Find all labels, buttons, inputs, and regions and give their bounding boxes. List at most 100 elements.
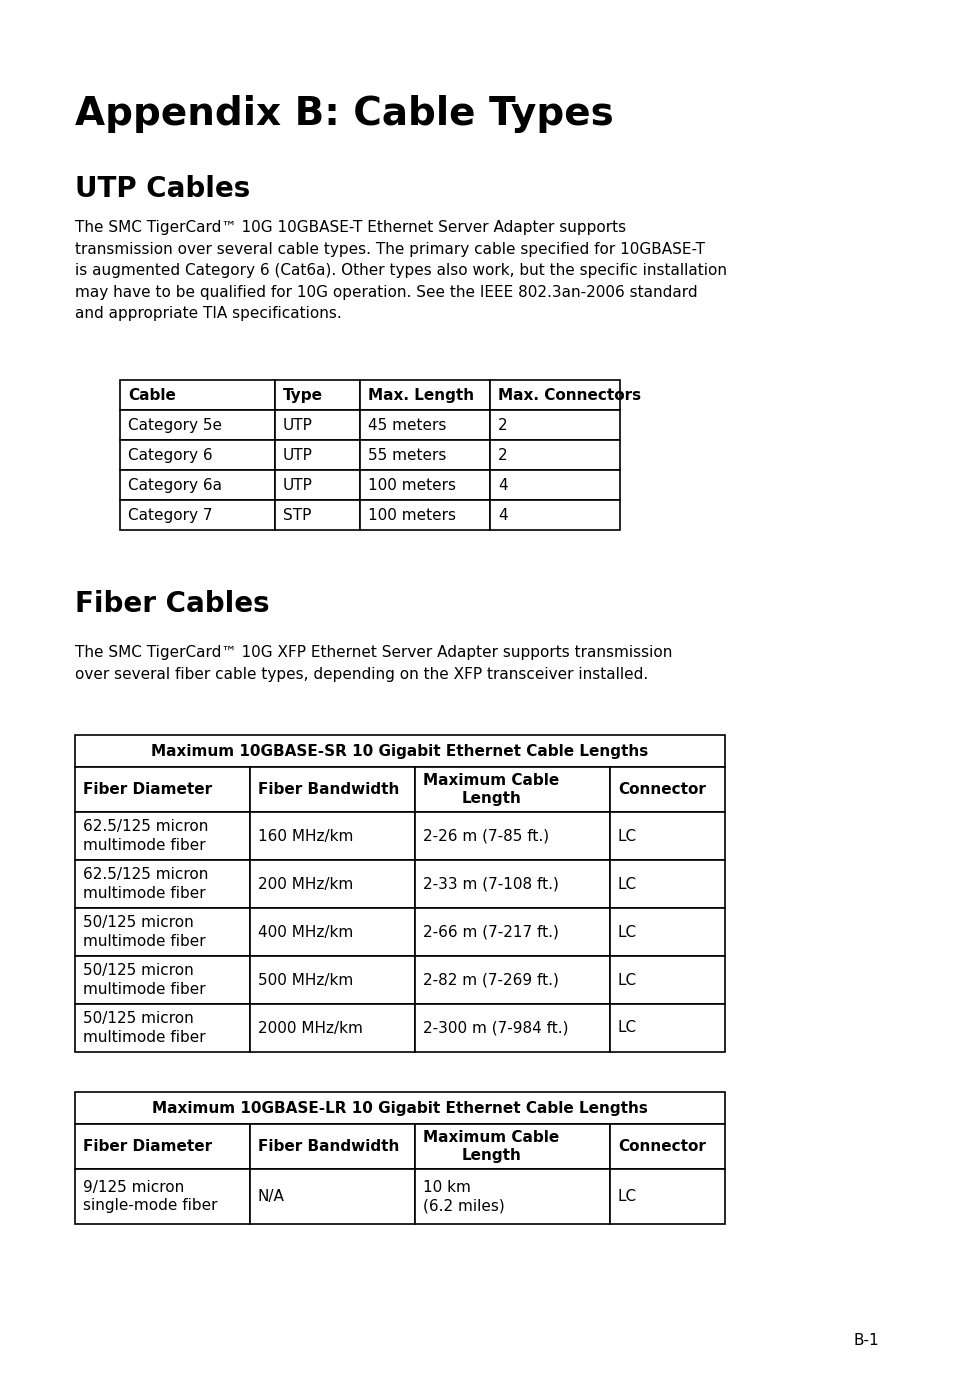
Text: Fiber Bandwidth: Fiber Bandwidth [257, 1140, 399, 1153]
Text: LC: LC [618, 1020, 637, 1035]
Bar [609, 812, 724, 861]
Bar [274, 471, 359, 500]
Text: 2-66 m (7-217 ft.): 2-66 m (7-217 ft.) [422, 924, 558, 940]
Bar [250, 861, 415, 908]
Bar [415, 861, 609, 908]
Bar [120, 471, 274, 500]
Text: Connector: Connector [618, 1140, 705, 1153]
Text: LC: LC [618, 1190, 637, 1203]
Bar [415, 768, 609, 812]
Bar [415, 956, 609, 1004]
Bar [359, 471, 490, 500]
Text: 50/125 micron
multimode fiber: 50/125 micron multimode fiber [83, 915, 206, 949]
Text: Max. Length: Max. Length [368, 387, 474, 403]
Text: LC: LC [618, 829, 637, 844]
Bar [250, 908, 415, 956]
Text: LC: LC [618, 924, 637, 940]
Bar [75, 1092, 724, 1124]
Text: 62.5/125 micron
multimode fiber: 62.5/125 micron multimode fiber [83, 819, 208, 852]
Text: N/A: N/A [257, 1190, 285, 1203]
Bar [609, 768, 724, 812]
Bar [250, 812, 415, 861]
Text: Connector: Connector [618, 781, 705, 797]
Text: 160 MHz/km: 160 MHz/km [257, 829, 353, 844]
Text: B-1: B-1 [853, 1332, 878, 1348]
Text: The SMC TigerCard™ 10G 10GBASE-T Ethernet Server Adapter supports
transmission o: The SMC TigerCard™ 10G 10GBASE-T Etherne… [75, 221, 726, 322]
Text: The SMC TigerCard™ 10G XFP Ethernet Server Adapter supports transmission
over se: The SMC TigerCard™ 10G XFP Ethernet Serv… [75, 645, 672, 682]
Bar [609, 908, 724, 956]
Text: Fiber Diameter: Fiber Diameter [83, 1140, 212, 1153]
Text: Maximum Cable
Length: Maximum Cable Length [422, 1130, 558, 1163]
Text: 2: 2 [497, 447, 507, 462]
Bar [359, 409, 490, 440]
Bar [359, 440, 490, 471]
Bar [359, 500, 490, 530]
Bar [490, 409, 619, 440]
Bar [250, 1124, 415, 1169]
Text: 10 km
(6.2 miles): 10 km (6.2 miles) [422, 1180, 504, 1213]
Bar [415, 1124, 609, 1169]
Bar [75, 768, 250, 812]
Bar [250, 768, 415, 812]
Bar [609, 1169, 724, 1224]
Bar [415, 908, 609, 956]
Text: Category 6a: Category 6a [128, 477, 222, 493]
Text: STP: STP [283, 508, 311, 522]
Text: 4: 4 [497, 477, 507, 493]
Text: 50/125 micron
multimode fiber: 50/125 micron multimode fiber [83, 1012, 206, 1045]
Text: 400 MHz/km: 400 MHz/km [257, 924, 353, 940]
Bar [120, 380, 274, 409]
Text: Maximum Cable
Length: Maximum Cable Length [422, 773, 558, 806]
Bar [415, 812, 609, 861]
Text: 100 meters: 100 meters [368, 477, 456, 493]
Text: Maximum 10GBASE-LR 10 Gigabit Ethernet Cable Lengths: Maximum 10GBASE-LR 10 Gigabit Ethernet C… [152, 1101, 647, 1116]
Text: 2-300 m (7-984 ft.): 2-300 m (7-984 ft.) [422, 1020, 568, 1035]
Text: Maximum 10GBASE-SR 10 Gigabit Ethernet Cable Lengths: Maximum 10GBASE-SR 10 Gigabit Ethernet C… [152, 744, 648, 758]
Text: LC: LC [618, 973, 637, 987]
Bar [75, 812, 250, 861]
Text: 100 meters: 100 meters [368, 508, 456, 522]
Text: UTP: UTP [283, 447, 313, 462]
Bar [75, 1124, 250, 1169]
Text: UTP: UTP [283, 477, 313, 493]
Bar [490, 380, 619, 409]
Text: 2-33 m (7-108 ft.): 2-33 m (7-108 ft.) [422, 876, 558, 891]
Bar [75, 1169, 250, 1224]
Text: UTP: UTP [283, 418, 313, 433]
Text: Fiber Bandwidth: Fiber Bandwidth [257, 781, 399, 797]
Bar [415, 1169, 609, 1224]
Text: 62.5/125 micron
multimode fiber: 62.5/125 micron multimode fiber [83, 868, 208, 901]
Text: 2: 2 [497, 418, 507, 433]
Bar [609, 861, 724, 908]
Bar [609, 956, 724, 1004]
Text: Category 5e: Category 5e [128, 418, 222, 433]
Bar [609, 1004, 724, 1052]
Text: Category 7: Category 7 [128, 508, 213, 522]
Text: 200 MHz/km: 200 MHz/km [257, 876, 353, 891]
Bar [120, 500, 274, 530]
Text: 2000 MHz/km: 2000 MHz/km [257, 1020, 362, 1035]
Bar [609, 1124, 724, 1169]
Text: 55 meters: 55 meters [368, 447, 446, 462]
Text: UTP Cables: UTP Cables [75, 175, 250, 203]
Bar [250, 1169, 415, 1224]
Text: 2-26 m (7-85 ft.): 2-26 m (7-85 ft.) [422, 829, 549, 844]
Bar [359, 380, 490, 409]
Text: LC: LC [618, 876, 637, 891]
Bar [75, 956, 250, 1004]
Bar [120, 409, 274, 440]
Text: Type: Type [283, 387, 323, 403]
Text: Category 6: Category 6 [128, 447, 213, 462]
Bar [490, 440, 619, 471]
Bar [75, 1004, 250, 1052]
Text: Cable: Cable [128, 387, 175, 403]
Bar [274, 380, 359, 409]
Bar [274, 440, 359, 471]
Text: Fiber Cables: Fiber Cables [75, 590, 270, 618]
Text: Max. Connectors: Max. Connectors [497, 387, 640, 403]
Bar [274, 409, 359, 440]
Text: 45 meters: 45 meters [368, 418, 446, 433]
Text: 2-82 m (7-269 ft.): 2-82 m (7-269 ft.) [422, 973, 558, 987]
Bar [75, 736, 724, 768]
Bar [490, 471, 619, 500]
